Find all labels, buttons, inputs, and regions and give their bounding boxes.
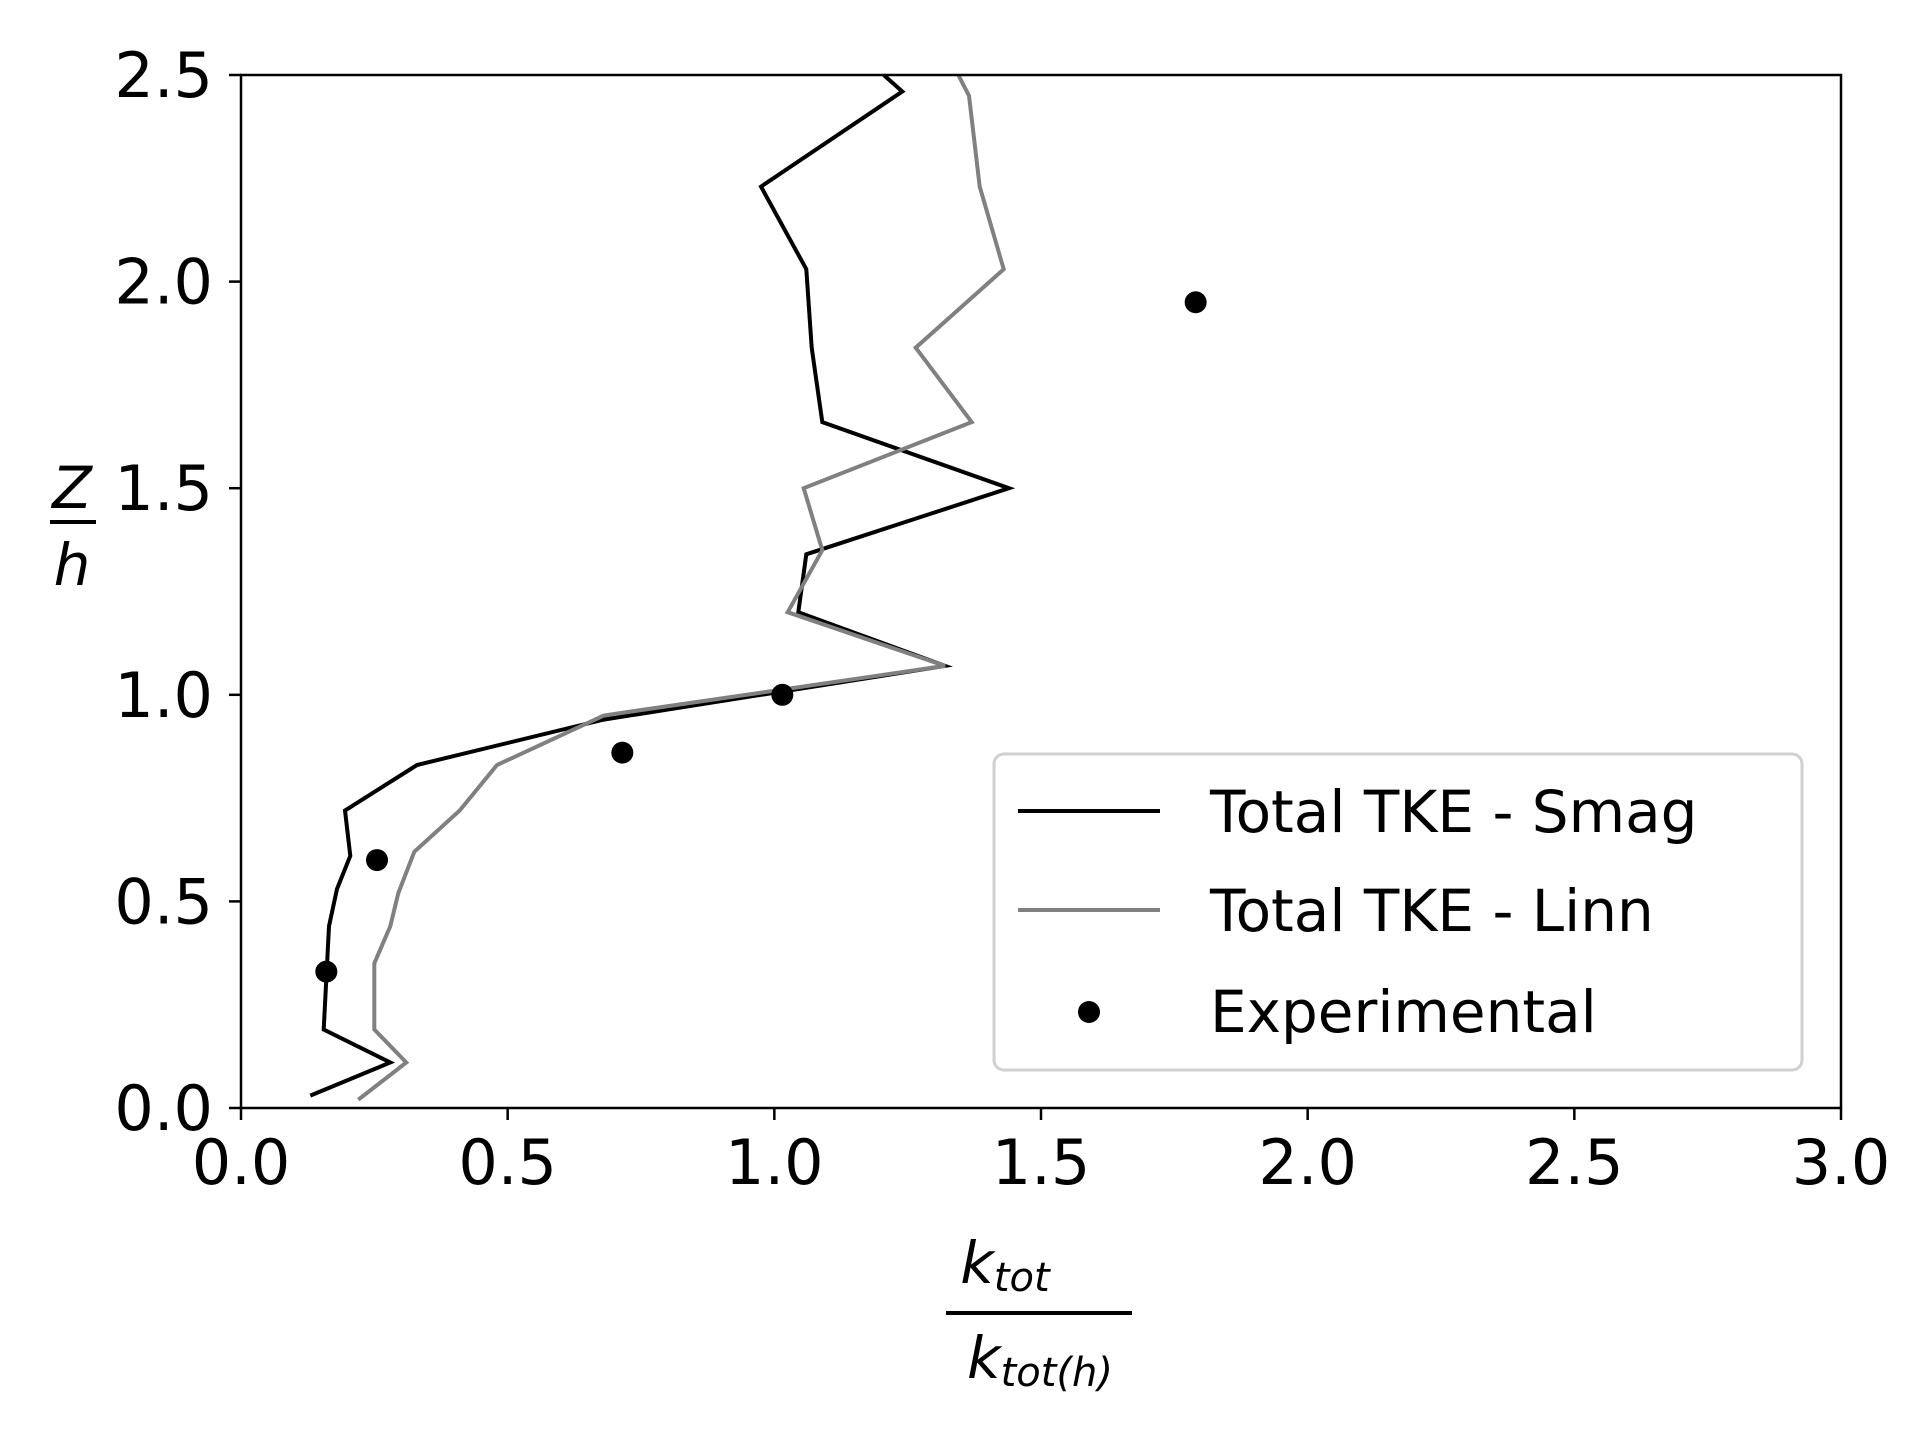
legend-label-linn: Total TKE - Linn: [1209, 877, 1654, 945]
data-point-experimental: [366, 849, 388, 872]
x-tick-label: 0.5: [458, 1126, 557, 1199]
data-point-experimental: [1184, 291, 1207, 314]
y-tick-label: 0.0: [114, 1072, 213, 1145]
series-line-total-tke-smag: [309, 73, 1016, 1098]
chart-marks: [309, 73, 1207, 1102]
x-tick-label: 1.5: [992, 1126, 1091, 1199]
legend-box: [992, 752, 1804, 1072]
series-line-total-tke-linn: [357, 74, 1006, 1102]
legend-label-experimental: Experimental: [1210, 978, 1597, 1046]
y-tick-label: 2.0: [114, 246, 213, 319]
y-axis-label: Z h: [50, 454, 96, 599]
y-axis-label-denominator: h: [54, 531, 91, 599]
x-axis-label-denominator: ktot(h): [967, 1324, 1113, 1396]
x-tick-label: 2.0: [1258, 1126, 1357, 1199]
y-tick-label: 1.0: [114, 659, 213, 732]
x-axis-ticks: 0.0 0.5 1.0 1.5 2.0 2.5 3.0: [192, 1108, 1891, 1199]
x-tick-label: 0.0: [192, 1126, 291, 1199]
legend-label-smag: Total TKE - Smag: [1209, 778, 1697, 846]
y-tick-label: 2.5: [114, 39, 213, 112]
x-axis-label-numerator: ktot: [960, 1229, 1051, 1301]
y-tick-label: 0.5: [114, 865, 213, 938]
x-tick-label: 3.0: [1792, 1126, 1891, 1199]
data-point-experimental: [315, 960, 338, 983]
data-point-experimental: [611, 741, 634, 764]
y-axis-label-numerator: Z: [50, 454, 93, 522]
legend-marker-experimental: [1078, 1001, 1100, 1023]
y-axis-ticks: 0.0 0.5 1.0 1.5 2.0 2.5: [114, 39, 241, 1145]
legend: Total TKE - Smag Total TKE - Linn Experi…: [992, 752, 1804, 1072]
y-tick-label: 1.5: [114, 452, 213, 525]
data-point-experimental: [771, 683, 794, 706]
x-tick-label: 2.5: [1525, 1126, 1624, 1199]
x-axis-label: ktot ktot(h): [946, 1229, 1132, 1396]
x-tick-label: 1.0: [725, 1126, 824, 1199]
